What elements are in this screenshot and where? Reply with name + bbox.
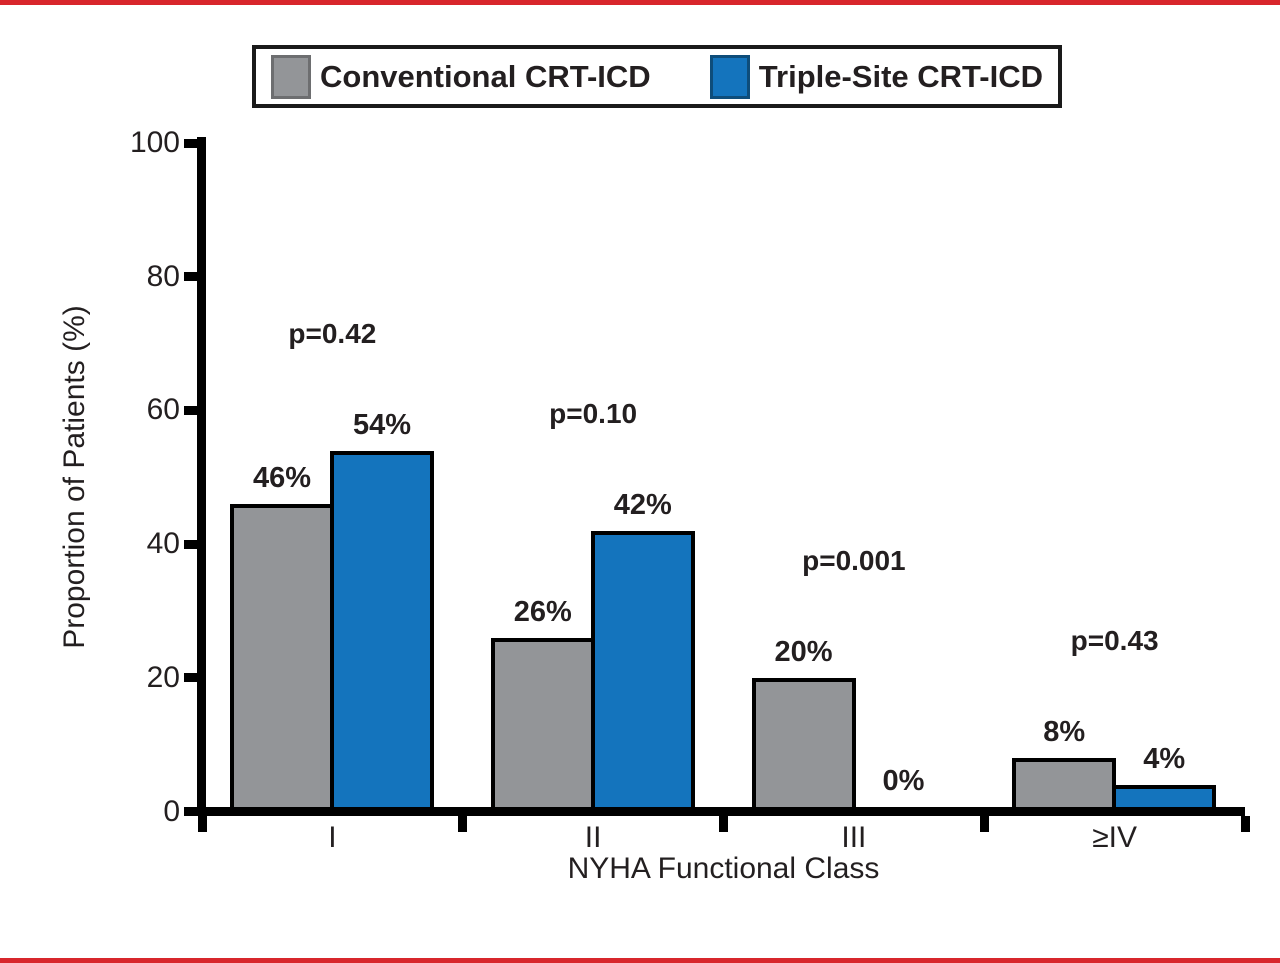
x-category-label: III [841, 821, 867, 854]
bar-triple-site-class-I [330, 450, 434, 807]
legend-item-label: Conventional CRT-ICD [320, 58, 651, 94]
legend-item-triple-site: Triple-Site CRT-ICD [709, 54, 1043, 99]
y-axis-tick [184, 405, 197, 415]
bar-value-label: 20% [774, 635, 833, 668]
legend-swatch-icon [709, 54, 750, 99]
y-axis-tick [184, 807, 197, 816]
bar-value-label: 4% [1143, 742, 1186, 775]
chart-legend: Conventional CRT-ICD Triple-Site CRT-ICD [252, 45, 1062, 108]
bar-value-label: 8% [1043, 716, 1086, 749]
x-axis-tick [1240, 816, 1250, 832]
x-axis-tick [979, 816, 989, 832]
y-axis-line [197, 137, 206, 816]
p-value-label: p=0.001 [802, 544, 906, 576]
bar-value-label: 0% [882, 765, 925, 797]
y-axis-tick-label: 0 [163, 794, 180, 828]
bar-triple-site-class-≥IV [1112, 784, 1217, 807]
x-axis-title: NYHA Functional Class [567, 852, 880, 885]
x-axis-line [197, 807, 1245, 816]
p-value-label: p=0.43 [1070, 625, 1159, 657]
p-value-label: p=0.10 [549, 397, 638, 429]
top-red-rule [0, 0, 1280, 5]
y-axis-tick [184, 539, 197, 549]
y-axis-tick [184, 272, 197, 282]
legend-swatch-icon [271, 54, 311, 99]
y-axis-title: Proportion of Patients (%) [58, 305, 91, 649]
legend-item-conventional: Conventional CRT-ICD [271, 54, 651, 99]
x-axis-tick [458, 816, 468, 832]
bar-conventional-class-III [751, 677, 856, 807]
bar-value-label: 26% [513, 595, 572, 628]
bar-conventional-class-II [490, 637, 595, 807]
legend-item-label: Triple-Site CRT-ICD [758, 58, 1043, 94]
bar-conventional-class-≥IV [1012, 758, 1117, 807]
y-axis-tick-label: 100 [129, 126, 180, 159]
y-axis-tick-label: 40 [146, 527, 180, 561]
y-axis-tick [184, 673, 197, 683]
x-axis-tick [197, 816, 207, 832]
y-axis-tick-label: 60 [146, 393, 180, 427]
x-category-label: II [584, 821, 602, 854]
bar-value-label: 54% [352, 408, 412, 441]
y-axis-tick [184, 138, 197, 148]
bar-value-label: 42% [613, 488, 672, 521]
y-axis-tick-label: 80 [146, 259, 180, 293]
y-axis-tick-label: 20 [146, 660, 180, 694]
bar-triple-site-class-II [590, 530, 695, 807]
p-value-label: p=0.42 [288, 317, 377, 349]
bar-value-label: 46% [252, 461, 312, 494]
bar-conventional-class-I [230, 503, 334, 807]
x-axis-tick [719, 816, 728, 832]
x-category-label: I [328, 821, 337, 854]
x-category-label: ≥IV [1092, 821, 1138, 854]
bottom-red-rule [0, 958, 1280, 963]
